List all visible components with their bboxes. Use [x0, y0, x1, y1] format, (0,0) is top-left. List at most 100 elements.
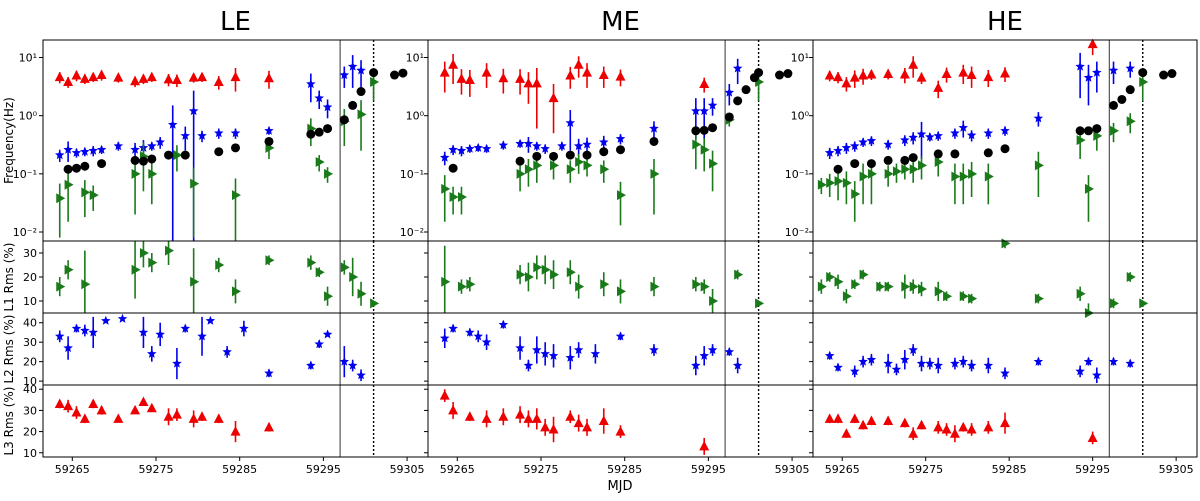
point-me-freq-bb: [515, 156, 525, 166]
point-me-freq-l1: [516, 168, 526, 179]
point-le-freq-bb: [180, 150, 190, 160]
point-he-freq-l1: [884, 168, 894, 179]
point-he-l2: [1125, 358, 1135, 368]
point-he-freq-l2: [983, 128, 994, 138]
point-he-l3: [824, 413, 835, 423]
point-he-l2: [858, 356, 868, 366]
point-le-freq-l2: [55, 150, 65, 160]
point-me-l2: [699, 350, 709, 360]
point-he-l2: [1083, 356, 1094, 366]
point-he-freq-l2: [850, 141, 860, 151]
point-he-l3: [833, 413, 844, 423]
point-le-l3: [230, 426, 241, 436]
point-he-l1: [834, 276, 844, 287]
point-me-l2: [573, 345, 584, 354]
point-le-freq-l3: [171, 74, 182, 85]
point-me-l2: [548, 350, 559, 360]
point-he-freq-bb: [983, 148, 993, 158]
point-le-l2: [88, 327, 98, 337]
point-he-freq-l1: [867, 168, 877, 179]
point-le-freq-l3: [79, 73, 90, 83]
point-me-l1: [709, 296, 719, 306]
point-me-l3: [515, 409, 526, 419]
point-he-freq-l2: [1083, 72, 1094, 82]
point-me-l3: [582, 421, 593, 432]
point-me-freq-l1: [457, 191, 467, 202]
point-he-freq-l1: [918, 160, 928, 171]
point-he-freq-bb: [933, 149, 943, 159]
point-me-freq-l1: [700, 144, 710, 155]
point-le-freq-l2: [63, 144, 73, 154]
y-tick-label: 10⁻²: [13, 226, 37, 239]
point-me-freq-l2: [532, 141, 542, 151]
point-le-freq-l1: [324, 168, 334, 179]
point-le-l1: [190, 276, 200, 287]
point-me-l3: [598, 415, 609, 425]
point-me-freq-l2: [523, 138, 534, 148]
x-tick-label: 59265: [440, 463, 475, 476]
point-le-freq-l2: [188, 106, 199, 116]
point-le-l2: [314, 339, 324, 349]
point-me-l3: [565, 411, 576, 421]
point-me-freq-l3: [498, 72, 509, 83]
point-he-l2: [925, 358, 935, 368]
point-he-freq-l1: [909, 164, 919, 175]
point-me-freq-l1: [566, 164, 576, 175]
point-he-l3: [866, 415, 877, 425]
point-he-freq-bb: [1138, 68, 1148, 78]
point-me-l2: [481, 337, 492, 347]
x-tick-label: 59285: [607, 463, 642, 476]
point-le-freq-l2: [214, 128, 224, 138]
point-he-l2: [1000, 368, 1010, 378]
point-le-l2: [239, 323, 249, 333]
point-he-freq-l1: [1126, 116, 1136, 127]
point-me-freq-l3: [565, 70, 576, 80]
point-me-freq-l2: [481, 143, 492, 153]
y-tick-label: 10¹: [19, 52, 37, 65]
point-le-freq-l2: [180, 130, 190, 140]
point-le-l1: [265, 255, 275, 266]
point-le-l2: [138, 327, 149, 337]
point-le-l2: [322, 329, 333, 339]
point-he-freq-l1: [1139, 76, 1149, 87]
point-he-freq-l1: [1076, 135, 1086, 146]
point-le-l2: [117, 313, 128, 323]
point-me-l2: [565, 352, 575, 362]
point-he-freq-l2: [933, 130, 943, 140]
y-tick-label: 10⁻¹: [785, 168, 809, 181]
point-he-l2: [916, 358, 927, 368]
point-he-freq-bb: [883, 155, 893, 165]
point-le-freq-bb: [97, 159, 107, 169]
y-axis-label: L2 Rms (%): [2, 315, 16, 384]
point-he-freq-l3: [833, 71, 844, 82]
point-le-freq-l3: [163, 73, 174, 84]
point-me-freq-bb: [708, 123, 718, 133]
point-he-l1: [934, 286, 944, 297]
x-tick-label: 59285: [992, 463, 1027, 476]
point-he-l2: [824, 350, 835, 360]
y-axis-label: Frequency(Hz): [2, 97, 16, 184]
y-tick-label: 20: [23, 356, 37, 369]
point-he-freq-l3: [916, 72, 927, 82]
point-le-freq-bb: [390, 70, 400, 80]
point-le-l2: [147, 348, 157, 358]
point-le-l3: [71, 407, 82, 417]
point-le-freq-l3: [130, 75, 141, 86]
y-tick-label: 30: [23, 404, 37, 417]
point-le-freq-bb: [398, 68, 408, 78]
point-he-freq-bb: [1125, 85, 1135, 95]
point-le-l1: [340, 262, 350, 273]
point-he-l3: [966, 423, 977, 434]
x-tick-label: 59305: [390, 463, 425, 476]
point-le-freq-l3: [197, 71, 208, 82]
point-me-freq-l3: [523, 77, 534, 88]
point-le-l1: [56, 281, 66, 292]
point-me-freq-l3: [439, 67, 450, 77]
point-he-l1: [901, 281, 911, 292]
y-tick-label: 20: [23, 426, 37, 439]
point-he-freq-l3: [899, 69, 910, 79]
point-le-l1: [307, 257, 317, 268]
point-le-l3: [197, 411, 208, 421]
y-tick-label: 10⁻²: [400, 226, 424, 239]
